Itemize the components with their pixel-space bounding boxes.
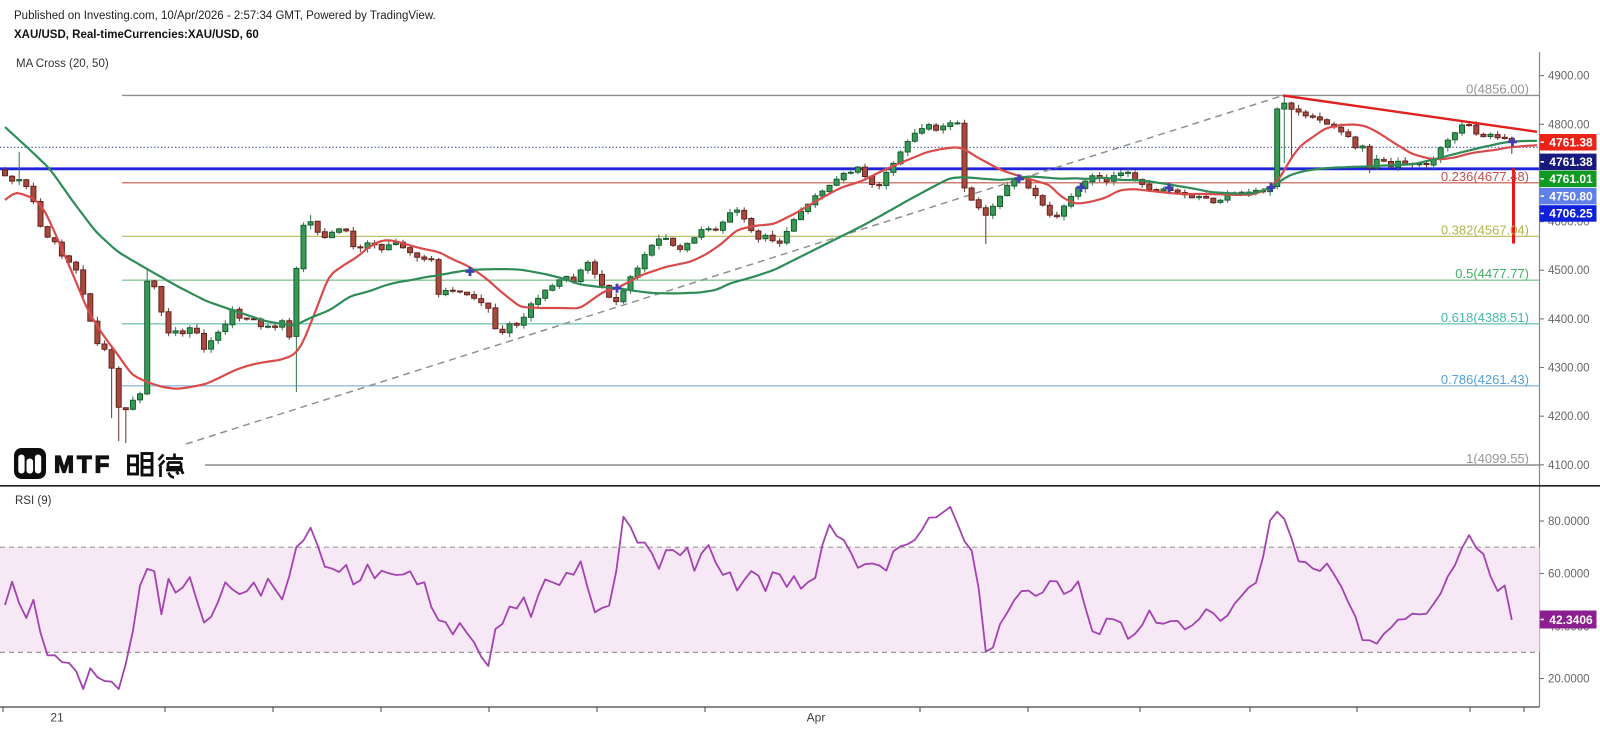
svg-text:80.0000: 80.0000 — [1548, 516, 1590, 528]
svg-text:4750.80: 4750.80 — [1549, 189, 1593, 203]
svg-text:0.236(4677.48): 0.236(4677.48) — [1441, 169, 1529, 184]
svg-text:Apr: Apr — [807, 711, 826, 725]
svg-text:4200.00: 4200.00 — [1548, 411, 1590, 423]
svg-text:42.3406: 42.3406 — [1549, 613, 1593, 627]
svg-text:4761.01: 4761.01 — [1549, 172, 1593, 186]
svg-text:0(4856.00): 0(4856.00) — [1466, 82, 1529, 97]
svg-text:4761.38: 4761.38 — [1549, 155, 1593, 169]
svg-text:4500.00: 4500.00 — [1548, 265, 1590, 277]
svg-text:4300.00: 4300.00 — [1548, 363, 1590, 375]
svg-text:MTF: MTF — [54, 452, 112, 479]
svg-text:4800.00: 4800.00 — [1548, 119, 1590, 131]
svg-text:4761.38: 4761.38 — [1549, 136, 1593, 150]
svg-text:0.5(4477.77): 0.5(4477.77) — [1455, 266, 1529, 281]
svg-text:RSI (9): RSI (9) — [15, 495, 52, 507]
svg-text:60.0000: 60.0000 — [1548, 569, 1590, 581]
svg-text:1(4099.55): 1(4099.55) — [1466, 451, 1529, 466]
svg-text:4706.25: 4706.25 — [1549, 207, 1593, 221]
svg-text:4100.00: 4100.00 — [1548, 460, 1590, 472]
svg-text:20.0000: 20.0000 — [1548, 674, 1590, 686]
svg-text:4400.00: 4400.00 — [1548, 314, 1590, 326]
svg-text:21: 21 — [50, 711, 64, 725]
svg-text:0.618(4388.51): 0.618(4388.51) — [1441, 310, 1529, 325]
svg-text:4900.00: 4900.00 — [1548, 71, 1590, 83]
svg-text:0.382(4567.04): 0.382(4567.04) — [1441, 223, 1529, 238]
svg-text:0.786(4261.43): 0.786(4261.43) — [1441, 372, 1529, 387]
